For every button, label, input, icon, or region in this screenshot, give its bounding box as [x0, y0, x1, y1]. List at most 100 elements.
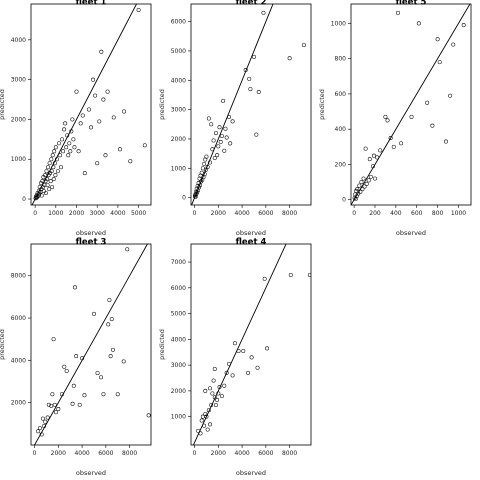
data-point	[203, 167, 208, 172]
data-point	[35, 195, 40, 200]
data-point	[86, 107, 91, 112]
data-point	[375, 155, 380, 160]
data-point	[51, 337, 56, 342]
data-point	[363, 146, 368, 151]
data-point	[213, 131, 218, 136]
data-point	[430, 123, 435, 128]
data-point	[44, 169, 49, 174]
data-point	[59, 165, 63, 170]
y-axis-label: predicted	[158, 89, 166, 120]
data-point	[213, 403, 218, 408]
y-tick-label: 6000	[171, 19, 186, 26]
data-point	[208, 160, 212, 165]
points-group	[192, 10, 306, 199]
data-point	[106, 322, 111, 327]
data-point	[49, 169, 54, 174]
data-point	[47, 161, 52, 166]
data-point	[205, 427, 210, 432]
data-point	[40, 179, 45, 184]
data-point	[353, 196, 358, 201]
data-point	[47, 187, 52, 192]
data-point	[206, 116, 211, 121]
data-point	[115, 392, 120, 397]
data-point	[82, 393, 87, 398]
data-point	[437, 60, 442, 65]
x-tick-label: 0	[352, 210, 356, 217]
data-point	[358, 189, 363, 194]
data-point	[210, 391, 215, 396]
x-tick-label: 4000	[74, 450, 89, 457]
data-point	[227, 114, 231, 119]
data-point	[91, 311, 96, 316]
data-point	[37, 426, 42, 431]
plot-frame	[30, 3, 152, 206]
identity-reference-line	[191, 4, 274, 205]
x-tick-label: 8000	[282, 210, 297, 217]
data-point	[249, 355, 254, 360]
data-point	[218, 139, 223, 144]
data-point	[210, 147, 215, 152]
data-point	[71, 137, 76, 142]
panel-fleet-3: fleet 3 0 2000 4000 6000 8000 2000 4000 6000 8000…	[0, 238, 152, 477]
data-point	[227, 361, 231, 366]
data-point	[99, 375, 104, 380]
data-point	[399, 141, 404, 146]
data-point	[121, 359, 126, 364]
data-point	[255, 365, 260, 370]
y-axis-label: predicted	[0, 89, 6, 120]
x-tick-label: 4000	[234, 210, 249, 217]
data-point	[103, 153, 108, 158]
y-tick-label: 600	[335, 91, 347, 98]
identity-reference-line	[34, 244, 148, 445]
data-point	[364, 181, 369, 186]
data-point	[416, 21, 421, 26]
x-tick-label: 0	[193, 450, 197, 457]
data-point	[55, 169, 60, 174]
data-point	[216, 144, 221, 149]
y-tick-label: 8000	[11, 273, 26, 280]
data-point	[136, 7, 141, 12]
data-point	[208, 386, 212, 391]
x-axis-label: observed	[236, 229, 266, 237]
data-point	[95, 161, 100, 166]
data-point	[59, 392, 64, 397]
data-point	[36, 429, 41, 434]
data-point	[52, 161, 57, 166]
data-point	[205, 164, 210, 169]
y-tick-label: 2000	[171, 388, 186, 395]
data-point	[72, 145, 77, 150]
y-tick-label: 200	[335, 161, 347, 168]
data-point	[202, 172, 207, 177]
y-axis-label: predicted	[158, 329, 166, 360]
data-point	[241, 348, 246, 353]
data-point	[53, 145, 58, 150]
data-point	[228, 141, 233, 146]
x-tick-label: 1000	[451, 210, 466, 217]
data-point	[56, 407, 61, 412]
data-point	[219, 394, 224, 399]
data-point	[301, 43, 306, 48]
data-point	[40, 416, 45, 421]
data-point	[50, 153, 55, 158]
x-tick-label: 200	[369, 210, 381, 217]
y-tick-label: 5000	[171, 48, 186, 55]
data-point	[307, 272, 311, 277]
data-point	[209, 403, 214, 408]
x-tick-label: 600	[411, 210, 423, 217]
data-point	[221, 98, 226, 103]
y-tick-label: 4000	[171, 77, 186, 84]
data-point	[41, 189, 46, 194]
identity-reference-line	[351, 4, 471, 205]
data-point	[215, 153, 220, 158]
x-axis-label: observed	[236, 469, 266, 477]
plot-frame	[190, 3, 312, 206]
y-tick-label: 6000	[171, 285, 186, 292]
y-tick-label: 6000	[11, 315, 26, 322]
data-point	[196, 428, 201, 433]
data-point	[198, 183, 203, 188]
data-point	[39, 432, 44, 437]
data-point	[97, 119, 102, 124]
x-tick-label: 1000	[48, 210, 63, 217]
data-point	[49, 403, 54, 408]
